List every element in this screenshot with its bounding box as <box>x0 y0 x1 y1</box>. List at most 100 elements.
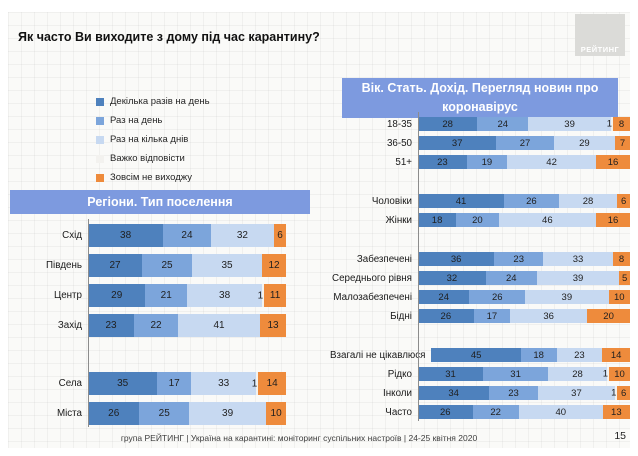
segment-value: 40 <box>555 406 567 418</box>
chart-row: Південь 27 25 35 12 <box>10 254 286 277</box>
segment-value: 18 <box>431 214 443 226</box>
bar-segment-once-every-few-days: 28 <box>558 194 618 208</box>
right-chart-header: Вік. Стать. Дохід. Перегляд новин про ко… <box>342 78 618 118</box>
bar-segment-several-times-a-day: 23 <box>88 314 134 337</box>
bar-segment-several-times-a-day: 24 <box>418 290 470 304</box>
chart-row: Інколи 34 23 37 1 6 <box>330 386 630 400</box>
segment-value: 34 <box>448 387 459 399</box>
stacked-bar: 38 24 32 6 <box>88 224 286 247</box>
segment-value: 23 <box>508 387 519 399</box>
bar-segment-once-every-few-days: 39 <box>536 271 620 285</box>
bar-segment-once-every-few-days: 41 <box>178 314 260 337</box>
bar-segment-once-a-day: 17 <box>157 372 191 395</box>
segment-value: 42 <box>546 156 557 168</box>
chart-row: Схід 38 24 32 6 <box>10 224 286 247</box>
bar-segment-several-times-a-day: 35 <box>88 372 158 395</box>
bar-segment-dont-go-out-at-all: 7 <box>615 136 630 150</box>
chart-row: Часто 26 22 40 13 <box>330 405 630 419</box>
rating-logo-text: РЕЙТИНГ <box>580 45 620 54</box>
bar-segment-once-a-day: 24 <box>485 271 537 285</box>
bar-segment-dont-go-out-at-all: 8 <box>613 117 630 131</box>
segment-value: 41 <box>213 320 225 331</box>
stacked-bar: 29 21 38 1 11 <box>88 284 286 307</box>
bar-segment-dont-go-out-at-all: 10 <box>608 367 630 381</box>
segment-value: 16 <box>607 214 619 226</box>
bar-group: Забезпечені 36 23 33 8 Середнього рівня 32 24 39… <box>330 252 630 323</box>
row-label: Часто <box>385 406 412 418</box>
legend-item-once-a-day: Раз на день <box>96 111 210 130</box>
segment-value: 6 <box>621 195 627 207</box>
bar-segment-dont-go-out-at-all: 6 <box>617 386 630 400</box>
segment-value: 10 <box>614 291 625 303</box>
segment-value: 5 <box>622 272 628 284</box>
segment-value: 37 <box>571 387 582 399</box>
segment-value: 39 <box>572 272 584 284</box>
segment-value: 28 <box>582 195 594 207</box>
row-label: Рідко <box>387 368 412 380</box>
chart-row: Взагалі не цікавлюся 45 18 23 14 <box>330 348 630 362</box>
legend-item-dont-go-out-at-all: Зовсім не виходжу <box>96 168 210 187</box>
chart-row: Забезпечені 36 23 33 8 <box>330 252 630 266</box>
bar-segment-several-times-a-day: 37 <box>418 136 497 150</box>
bar-segment-once-a-day: 22 <box>472 405 519 419</box>
segment-value: 28 <box>572 368 583 380</box>
bar-segment-once-every-few-days: 35 <box>192 254 262 277</box>
chart-row: Захід 23 22 41 13 <box>10 314 286 337</box>
bar-segment-dont-go-out-at-all: 20 <box>587 309 630 323</box>
bar-segment-once-a-day: 17 <box>473 309 511 323</box>
segment-value: 35 <box>221 260 233 271</box>
stacked-bar: 34 23 37 1 6 <box>418 386 630 400</box>
segment-value: 17 <box>168 378 180 389</box>
bar-segment-dont-go-out-at-all: 8 <box>613 252 630 266</box>
stacked-bar: 26 25 39 10 <box>88 402 286 425</box>
bar-segment-once-a-day: 18 <box>520 348 557 362</box>
segment-value: 36 <box>543 310 554 322</box>
row-label: Малозабезпечені <box>333 291 412 303</box>
chart-row: Середнього рівня 32 24 39 5 <box>330 271 630 285</box>
page-number: 15 <box>614 430 626 442</box>
segment-value: 23 <box>574 349 585 361</box>
segment-value: 27 <box>519 137 531 149</box>
row-label: Міста <box>56 408 82 419</box>
chart-row: Бідні 26 17 36 20 <box>330 309 630 323</box>
bar-segment-once-every-few-days: 39 <box>188 402 267 425</box>
bar-segment-once-every-few-days: 37 <box>537 386 616 400</box>
bar-segment-once-every-few-days: 33 <box>543 252 614 266</box>
bar-segment-once-every-few-days: 36 <box>510 309 588 323</box>
segment-value: 1 <box>602 368 608 380</box>
legend-label: Зовсім не виходжу <box>110 172 192 183</box>
segment-value: 26 <box>491 291 503 303</box>
row-label: Взагалі не цікавлюся <box>330 349 426 361</box>
segment-value: 23 <box>105 320 117 331</box>
chart-row: Центр 29 21 38 1 11 <box>10 284 286 307</box>
bar-segment-once-every-few-days: 40 <box>518 405 603 419</box>
chart-age-gender-income-news: 18-35 28 24 39 1 8 36-50 37 27 29 7 51+ 23 19 42 16 Чоло… <box>330 112 631 421</box>
stacked-bar: 31 31 28 1 10 <box>418 367 630 381</box>
row-label: Забезпечені <box>356 253 412 265</box>
segment-value: 10 <box>270 408 282 419</box>
legend-item-once-every-few-days: Раз на кілька днів <box>96 130 210 149</box>
bar-segment-dont-go-out-at-all: 16 <box>596 213 630 227</box>
bar-segment-once-a-day: 20 <box>456 213 499 227</box>
segment-value: 38 <box>219 290 231 301</box>
bar-segment-several-times-a-day: 38 <box>88 224 164 247</box>
chart-row: Малозабезпечені 24 26 39 10 <box>330 290 630 304</box>
stacked-bar: 45 18 23 14 <box>431 348 630 362</box>
bar-segment-hard-to-answer: 1 <box>611 386 618 400</box>
bar-segment-once-a-day: 25 <box>139 402 189 425</box>
bar-segment-several-times-a-day: 26 <box>88 402 140 425</box>
bar-segment-hard-to-answer: 1 <box>603 367 609 381</box>
segment-value: 22 <box>490 406 501 418</box>
segment-value: 6 <box>621 387 627 399</box>
bar-segment-once-a-day: 31 <box>483 367 549 381</box>
segment-value: 35 <box>117 378 129 389</box>
bar-segment-dont-go-out-at-all: 16 <box>596 155 631 169</box>
segment-value: 13 <box>611 406 622 418</box>
legend-item-several-times-a-day: Декілька разів на день <box>96 92 210 111</box>
segment-value: 24 <box>505 272 517 284</box>
row-label: Чоловіки <box>371 195 412 207</box>
stacked-bar: 27 25 35 12 <box>88 254 286 277</box>
segment-value: 23 <box>513 253 524 265</box>
legend-swatch-once-every-few-days <box>96 135 104 144</box>
bar-segment-hard-to-answer: 1 <box>252 372 259 395</box>
